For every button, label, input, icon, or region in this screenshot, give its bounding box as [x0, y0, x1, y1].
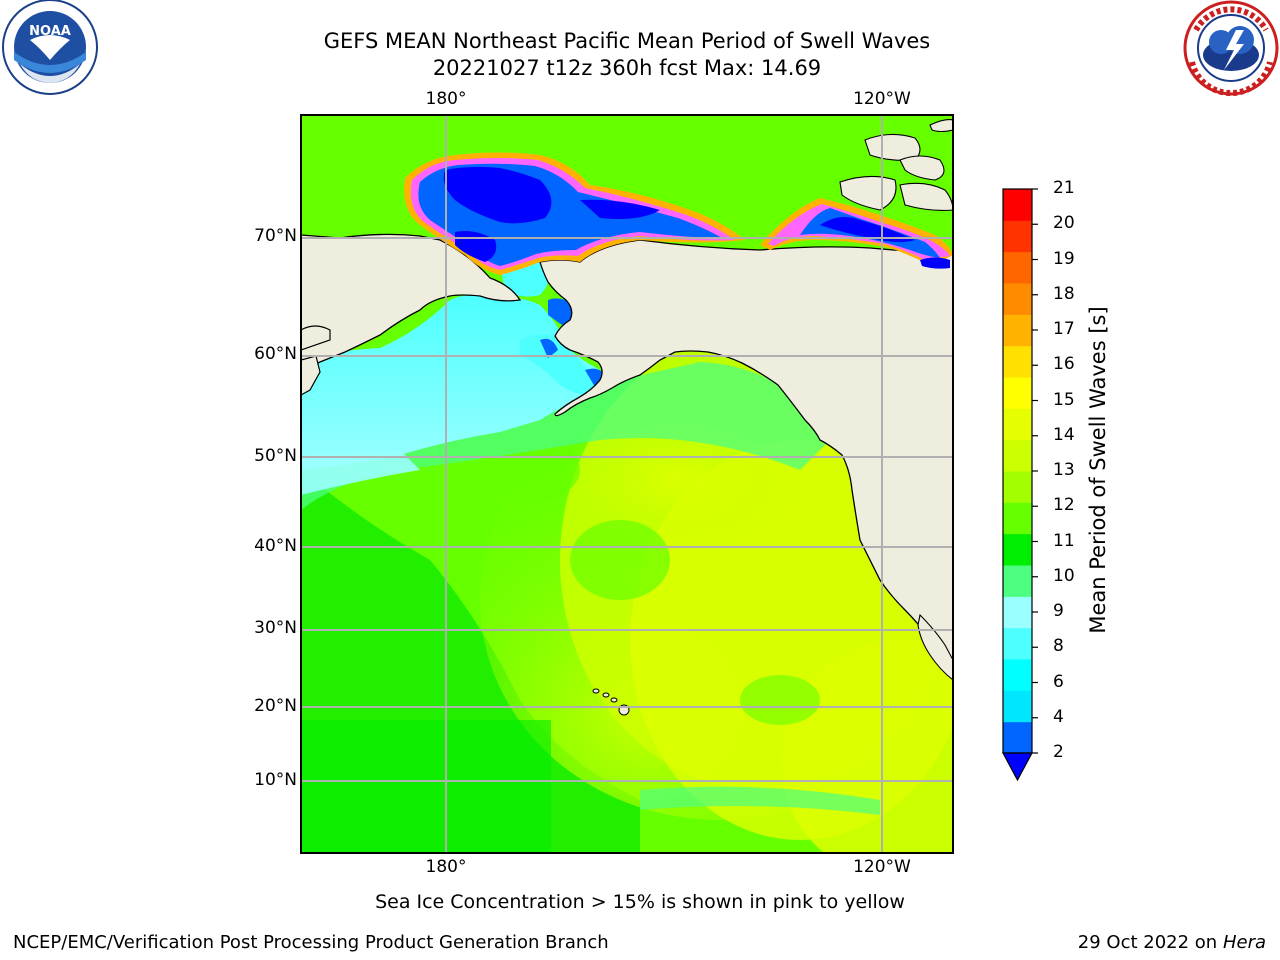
- colorbar-tick-label: 20: [1053, 213, 1075, 234]
- colorbar-segment: [1003, 408, 1032, 441]
- colorbar-segment: [1003, 721, 1032, 754]
- lat-label-10n: 10°N: [254, 770, 297, 790]
- colorbar-tick-label: 18: [1053, 283, 1075, 304]
- colorbar-tick-label: 15: [1053, 389, 1075, 410]
- colorbar-tick-label: 13: [1053, 460, 1075, 480]
- map-subtitle: 20221027 t12z 360h fcst Max: 14.69: [432, 56, 822, 80]
- lat-label-60n: 60°N: [254, 344, 297, 364]
- colorbar-tick-label: 4: [1053, 706, 1064, 727]
- colorbar-tick-label: 6: [1053, 671, 1064, 692]
- colorbar-segment: [1003, 251, 1032, 284]
- lat-label-40n: 40°N: [254, 536, 297, 556]
- date-prefix: 29 Oct 2022 on: [1077, 932, 1223, 953]
- colorbar-segment: [1003, 189, 1032, 221]
- colorbar-segment: [1003, 596, 1032, 629]
- colorbar-segment: [1003, 439, 1032, 472]
- colorbar-title: Mean Period of Swell Waves [s]: [1086, 306, 1110, 634]
- colorbar-segment: [1003, 283, 1032, 315]
- graticule: [301, 115, 953, 853]
- noaa-logo-icon: NOAA: [2, 0, 98, 95]
- sea-ice-note: Sea Ice Concentration > 15% is shown in …: [375, 891, 905, 913]
- lon-label-top-120w: 120°W: [853, 89, 911, 109]
- colorbar-segment: [1003, 314, 1032, 347]
- colorbar-segment: [1003, 377, 1032, 409]
- date-stamp: 29 Oct 2022 on Hera: [1078, 932, 1266, 953]
- colorbar-segment: [1003, 533, 1032, 566]
- colorbar-segment: [1003, 220, 1032, 253]
- colorbar: [1001, 188, 1038, 782]
- lat-label-30n: 30°N: [254, 618, 297, 638]
- colorbar-tick-label: 14: [1053, 424, 1075, 445]
- lon-label-bottom-120w: 120°W: [853, 857, 911, 877]
- colorbar-segment: [1003, 690, 1032, 723]
- colorbar-tick-label: 2: [1053, 742, 1064, 762]
- lat-label-70n: 70°N: [254, 226, 297, 246]
- branch-credit: NCEP/EMC/Verification Post Processing Pr…: [13, 932, 609, 953]
- svg-text:NOAA: NOAA: [29, 24, 71, 39]
- nws-logo-icon: [1183, 0, 1279, 97]
- colorbar-tick-label: 9: [1053, 601, 1064, 621]
- colorbar-tick-label: 16: [1053, 354, 1075, 375]
- map-panel: [301, 115, 953, 853]
- colorbar-segment: [1003, 471, 1032, 503]
- colorbar-tick-label: 8: [1053, 636, 1064, 657]
- lon-label-bottom-180: 180°: [425, 857, 467, 877]
- lon-label-top-180: 180°: [425, 89, 467, 109]
- colorbar-tick-label: 17: [1053, 319, 1075, 339]
- colorbar-tick-label: 10: [1053, 565, 1075, 586]
- lat-label-50n: 50°N: [254, 446, 297, 466]
- map-title: GEFS MEAN Northeast Pacific Mean Period …: [323, 29, 931, 53]
- colorbar-tick-label: 12: [1053, 495, 1075, 516]
- colorbar-tick-label: 19: [1053, 248, 1075, 269]
- colorbar-segment: [1003, 565, 1032, 597]
- colorbar-tick-label: 21: [1053, 178, 1075, 198]
- lat-label-20n: 20°N: [254, 696, 297, 716]
- colorbar-tick-label: 11: [1053, 530, 1075, 551]
- colorbar-segment: [1003, 345, 1032, 378]
- hawaii-islands: [592, 688, 630, 716]
- map-frame: [300, 114, 954, 854]
- colorbar-extend-arrow: [1001, 752, 1034, 782]
- colorbar-segment: [1003, 659, 1032, 691]
- machine-name: Hera: [1222, 932, 1266, 953]
- colorbar-segment: [1003, 627, 1032, 660]
- colorbar-segment: [1003, 502, 1032, 535]
